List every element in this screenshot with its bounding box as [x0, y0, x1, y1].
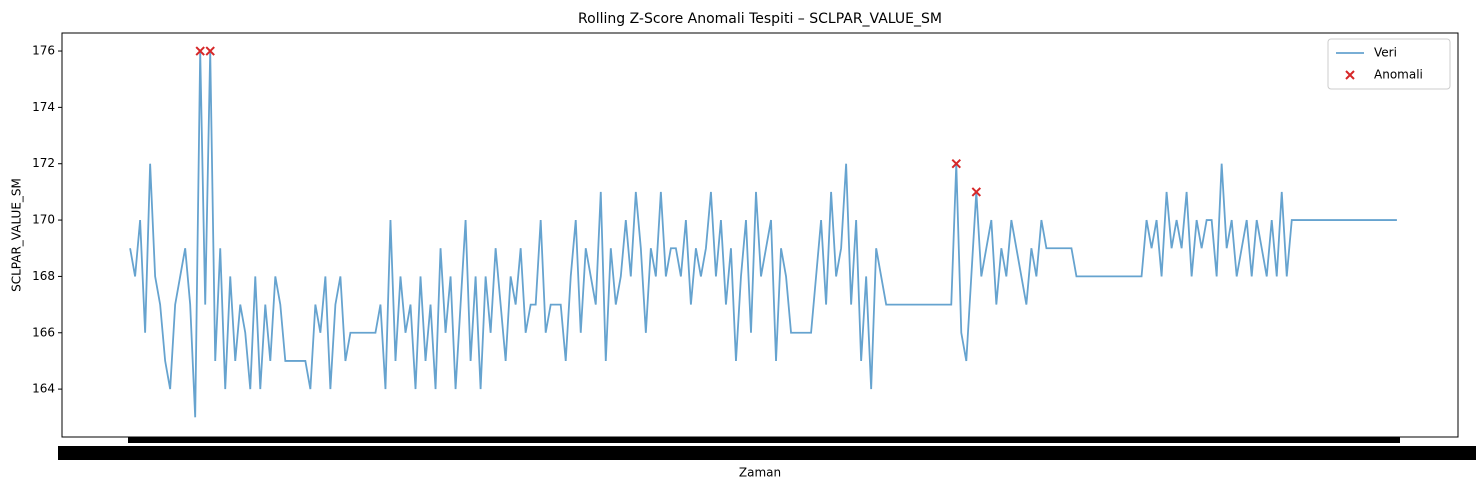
- legend-label: Veri: [1374, 46, 1397, 60]
- anomaly-marker: [205, 46, 215, 56]
- anomaly-cross: [205, 46, 215, 56]
- anomaly-marker: [195, 46, 205, 56]
- anomaly-cross: [195, 46, 205, 56]
- legend-box: [1327, 38, 1451, 90]
- y-axis-label: SCLPAR_VALUE_SM: [10, 178, 24, 292]
- anomaly-marker: [951, 159, 961, 169]
- anomaly-marker: [971, 187, 982, 197]
- y-tick-label: 166: [32, 325, 55, 339]
- legend-cross: [1345, 70, 1355, 80]
- x-tick-marks-dense: [128, 437, 1400, 443]
- data-line: [129, 51, 1397, 418]
- y-tick-label: 170: [32, 213, 55, 227]
- chart-title: Rolling Z-Score Anomali Tespiti – SCLPAR…: [578, 11, 942, 27]
- x-tick-labels-overlap: [58, 446, 1476, 460]
- plot-area: [61, 32, 1459, 438]
- anomaly-cross: [951, 159, 961, 169]
- anomaly-cross: [971, 187, 982, 197]
- y-tick-label: 168: [32, 269, 55, 283]
- legend-label: Anomali: [1374, 68, 1423, 82]
- y-tick-label: 172: [32, 156, 55, 170]
- y-tick-label: 176: [32, 44, 55, 58]
- y-tick-label: 174: [32, 100, 55, 114]
- x-axis-label: Zaman: [739, 466, 781, 480]
- y-tick-label: 164: [32, 382, 55, 396]
